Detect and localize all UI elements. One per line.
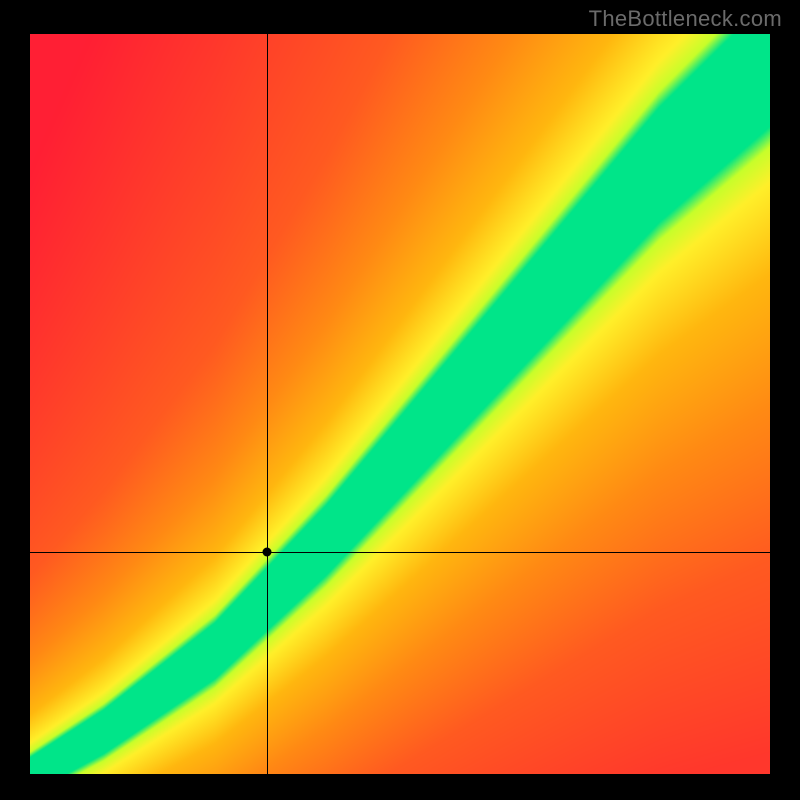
watermark-text: TheBottleneck.com: [589, 6, 782, 32]
heatmap-plot: [30, 34, 770, 774]
crosshair-horizontal: [30, 552, 770, 553]
heatmap-canvas: [30, 34, 770, 774]
crosshair-vertical: [267, 34, 268, 774]
chart-container: TheBottleneck.com: [0, 0, 800, 800]
marker-dot: [262, 548, 271, 557]
